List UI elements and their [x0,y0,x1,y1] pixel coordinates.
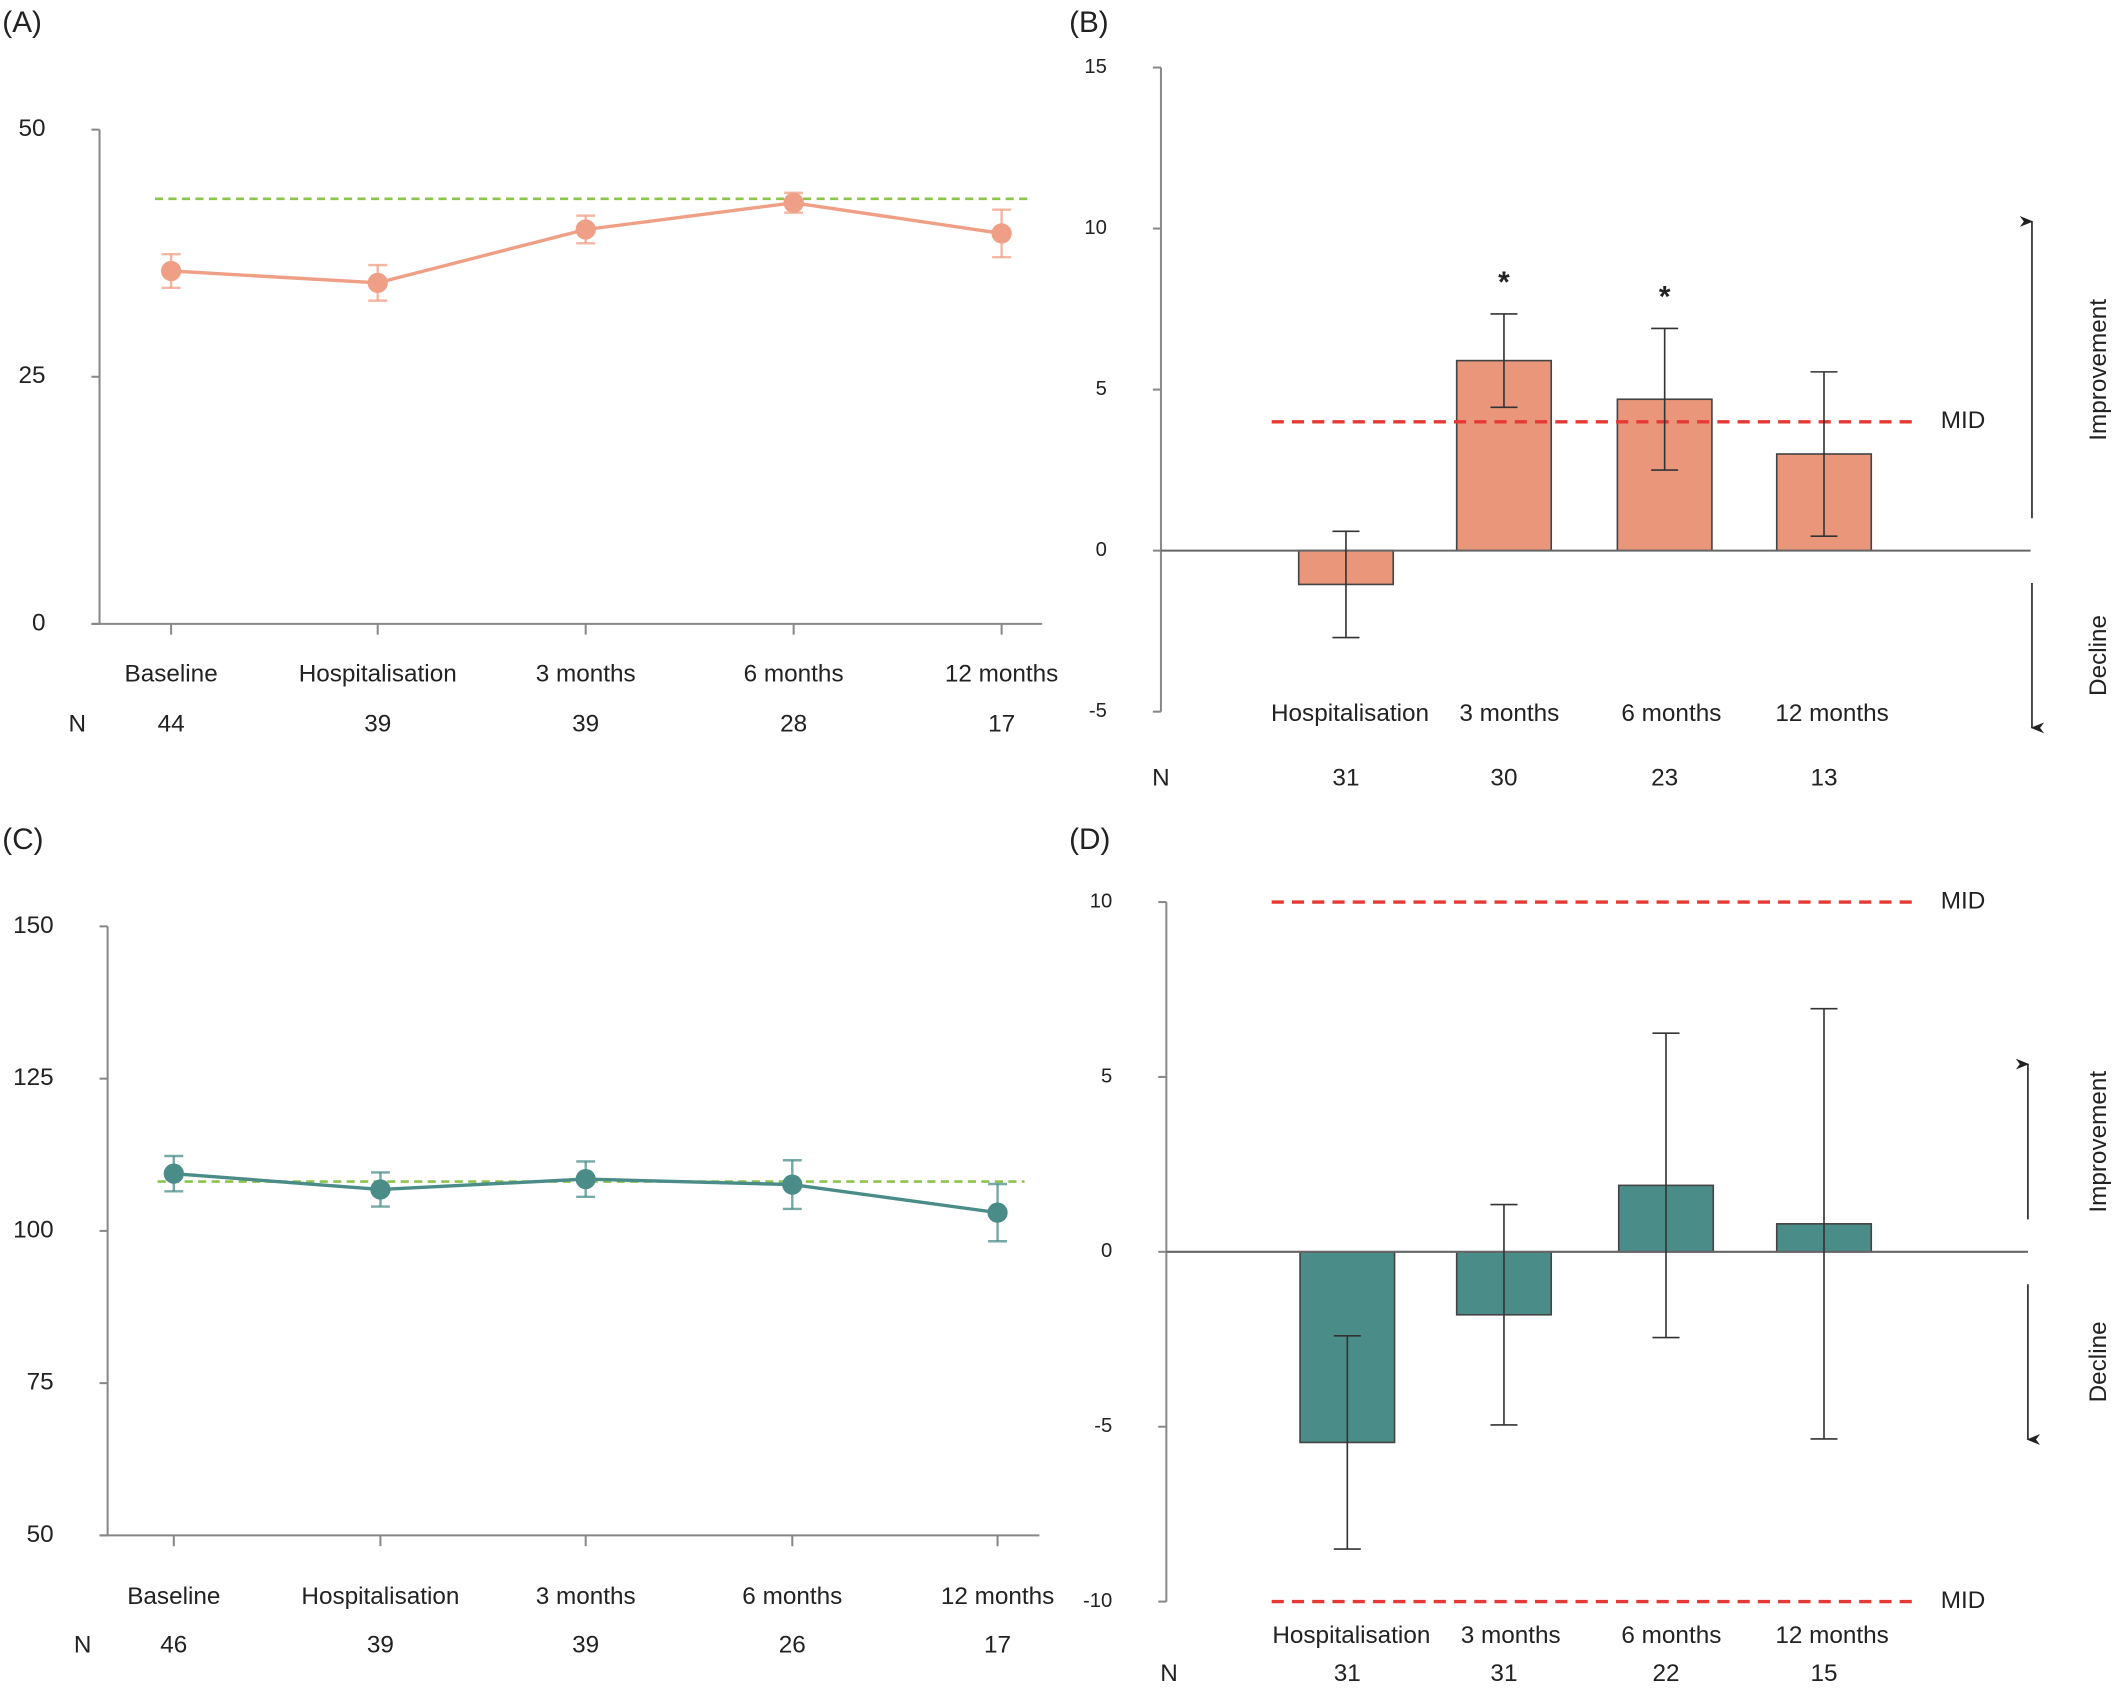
n-value: 39 [572,711,599,738]
n-value: 39 [572,1632,599,1659]
point [783,192,804,213]
n-label: N [68,711,86,738]
mid-label: MID [1941,887,1986,914]
n-label: N [1152,765,1170,792]
x-tick-label: Baseline [125,661,218,688]
x-tick-label: Baseline [127,1583,220,1610]
x-tick-label: Hospitalisation [1272,1622,1430,1649]
x-tick-label: 6 months [1621,700,1721,727]
panel-label: (B) [1069,6,1109,39]
n-value: 30 [1490,765,1517,792]
x-tick-label: 6 months [742,1583,842,1610]
mid-label: MID [1941,1587,1986,1614]
y-tick-label: -5 [1089,700,1107,722]
n-value: 15 [1810,1660,1837,1687]
n-value: 44 [158,711,185,738]
n-value: 23 [1651,765,1678,792]
x-tick-label: 12 months [1775,700,1888,727]
y-tick-label: 0 [1101,1240,1112,1262]
panel-label: (C) [2,823,43,856]
n-value: 31 [1332,765,1359,792]
point [987,1202,1008,1223]
y-tick-label: 50 [18,115,45,142]
point [991,223,1012,244]
panel-label: (A) [2,6,42,39]
x-tick-label: 12 months [945,661,1058,688]
n-label: N [1160,1660,1178,1687]
y-tick-label: 50 [27,1521,54,1548]
y-tick-label: 100 [13,1216,54,1243]
y-tick-label: 10 [1084,217,1107,239]
y-tick-label: 125 [13,1064,54,1091]
panel-label: (D) [1069,823,1110,856]
x-tick-label: 12 months [1775,1622,1888,1649]
n-value: 31 [1334,1660,1361,1687]
x-tick-label: 3 months [1461,1622,1561,1649]
y-tick-label: 0 [32,609,46,636]
y-tick-label: 150 [13,912,54,939]
x-tick-label: 6 months [1621,1622,1721,1649]
x-tick-label: Hospitalisation [299,661,457,688]
x-tick-label: 3 months [536,1583,636,1610]
n-value: 39 [367,1632,394,1659]
y-tick-label: -10 [1083,1590,1112,1612]
point [782,1174,803,1195]
n-label: N [74,1632,92,1659]
x-tick-label: 3 months [1459,700,1559,727]
mid-label: MID [1941,407,1986,434]
y-tick-label: 15 [1084,56,1107,78]
x-tick-label: Hospitalisation [301,1583,459,1610]
improvement-label: Improvement [2085,1071,2112,1213]
x-tick-label: Hospitalisation [1271,700,1429,727]
point [575,1168,596,1190]
n-value: 31 [1490,1660,1517,1687]
improvement-label: Improvement [2085,299,2112,441]
n-value: 28 [780,711,807,738]
point [367,272,388,293]
n-value: 26 [779,1632,806,1659]
y-tick-label: 0 [1096,539,1107,561]
y-tick-label: 10 [1090,890,1113,912]
n-value: 46 [160,1632,187,1659]
y-tick-label: -5 [1094,1415,1112,1437]
n-value: 22 [1652,1660,1679,1687]
significance-marker: * [1498,266,1510,299]
n-value: 17 [984,1632,1011,1659]
decline-label: Decline [2085,1321,2112,1402]
n-value: 13 [1810,765,1837,792]
point [160,260,182,282]
y-tick-label: 5 [1096,378,1107,400]
y-tick-label: 25 [18,362,45,389]
significance-marker: * [1659,281,1671,314]
n-value: 17 [988,711,1015,738]
n-value: 39 [364,711,391,738]
x-tick-label: 12 months [941,1583,1054,1610]
x-tick-label: 6 months [744,661,844,688]
y-tick-label: 75 [27,1369,54,1396]
y-tick-label: 5 [1101,1065,1112,1087]
decline-label: Decline [2085,615,2112,696]
point [575,219,596,240]
x-tick-label: 3 months [536,661,636,688]
point [163,1163,184,1184]
point [370,1179,391,1200]
